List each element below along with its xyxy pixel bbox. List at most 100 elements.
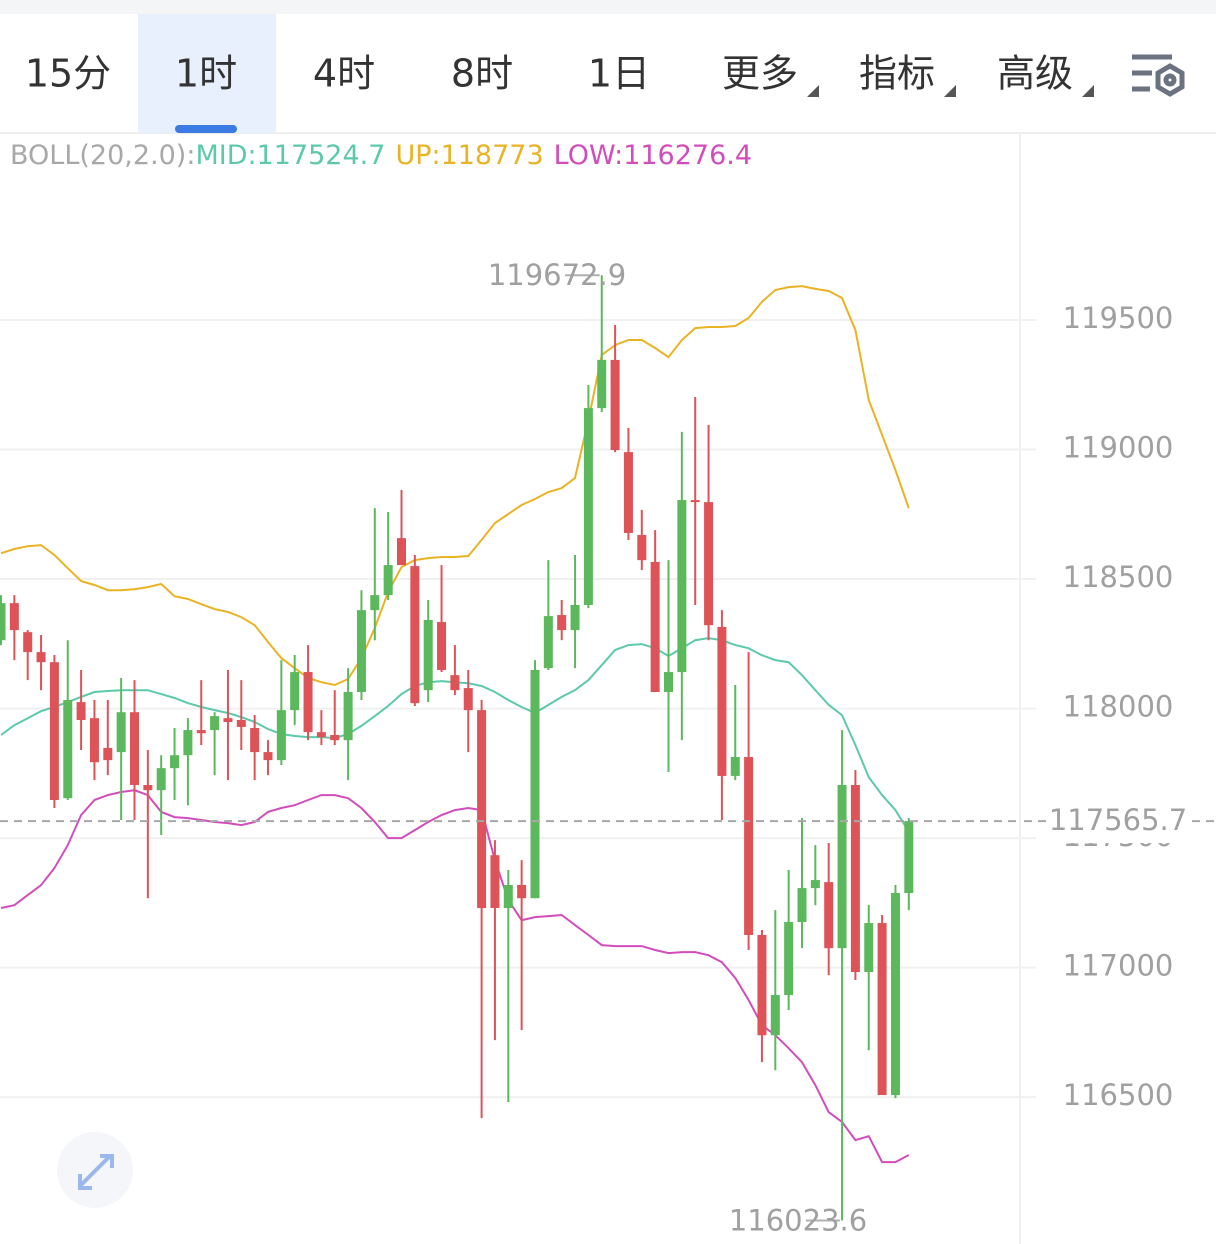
candle-body <box>904 821 914 894</box>
status-strip <box>0 0 1216 14</box>
y-tick-label: 118500 <box>1063 560 1174 594</box>
settings-icon[interactable] <box>1132 54 1185 97</box>
candle-body <box>864 923 874 973</box>
candle-body <box>757 934 767 1036</box>
legend-name: LOW: <box>554 140 624 171</box>
candle-body <box>824 882 834 949</box>
high-label: 119672.9 <box>488 258 626 292</box>
candle-body <box>650 561 660 692</box>
last-price-bg <box>1050 817 1190 844</box>
overlay: 117565.7 119672.9 116023.6 <box>0 258 1216 1238</box>
candle-body <box>423 619 433 691</box>
candle-body <box>623 452 633 533</box>
dropdown-caret <box>1082 85 1094 97</box>
candle-body <box>797 888 807 923</box>
candle-body <box>557 615 567 631</box>
tab[interactable]: 指标 <box>859 52 935 96</box>
candle-body <box>704 502 714 626</box>
candle-body <box>477 710 487 909</box>
y-tick-label: 117000 <box>1063 949 1174 983</box>
candle-body <box>316 732 326 738</box>
legend-value: 116276.4 <box>623 140 752 171</box>
candle-body <box>183 730 193 756</box>
legend-value: 117524.7 <box>257 140 386 171</box>
tab-bar: 15分 1时 4时 8时 1日 更多 指标 高级 <box>25 14 1094 133</box>
icon-hex <box>1155 63 1185 97</box>
candle-body <box>490 855 500 909</box>
legend: BOLL(20,2.0):MID:117524.7 UP:118773 LOW:11… <box>10 140 752 171</box>
candle-body <box>543 616 553 669</box>
candle-body <box>784 922 794 996</box>
candle-body <box>116 712 126 753</box>
legend-indicator: BOLL(20,2.0): <box>10 140 195 171</box>
boll-line <box>0 789 910 1164</box>
candle-body <box>677 500 687 673</box>
candle-body <box>343 691 353 741</box>
candle-body <box>250 728 260 753</box>
candle-body <box>597 359 607 409</box>
candle-body <box>130 712 139 785</box>
candle-body <box>717 626 727 776</box>
candle-body <box>730 757 740 776</box>
candle-body <box>330 734 340 741</box>
candle-body <box>890 893 900 1096</box>
candle-body <box>383 565 393 596</box>
candle-body <box>837 784 847 949</box>
candle-body <box>410 566 420 704</box>
candle-body <box>610 359 620 451</box>
candle-body <box>196 730 206 734</box>
candle-body <box>690 500 700 503</box>
tab[interactable]: 1日 <box>588 52 650 96</box>
candles <box>0 275 914 1221</box>
legend-name: UP: <box>395 140 440 171</box>
candle-body <box>276 710 286 761</box>
last-price-label: 117565.7 <box>1049 803 1187 837</box>
candle-body <box>303 672 313 733</box>
candle-body <box>463 688 473 711</box>
candle-body <box>23 632 33 653</box>
candle-body <box>89 718 99 763</box>
candle-body <box>103 747 113 761</box>
tab[interactable]: 高级 <box>997 52 1073 96</box>
y-tick-label: 118000 <box>1063 690 1174 724</box>
y-tick-label: 116500 <box>1063 1078 1174 1112</box>
candle-body <box>143 784 153 791</box>
candle-body <box>210 716 220 731</box>
active-tab-bg <box>138 14 276 133</box>
icon-dot <box>1163 73 1177 87</box>
candle-body <box>0 603 6 641</box>
candle-body <box>570 604 580 631</box>
candle-body <box>49 662 59 801</box>
tab[interactable]: 8时 <box>451 52 513 96</box>
candle-body <box>530 669 540 899</box>
candle-body <box>156 768 166 791</box>
candle-body <box>63 700 73 799</box>
tab[interactable]: 4时 <box>313 52 375 96</box>
candle-body <box>770 995 780 1036</box>
candle-body <box>36 652 46 663</box>
tab[interactable]: 15分 <box>25 52 111 96</box>
legend-name: MID: <box>195 140 256 171</box>
dropdown-caret <box>807 85 819 97</box>
candle-body <box>664 672 673 692</box>
legend-value: 118773 <box>441 140 544 171</box>
dropdown-caret <box>944 85 956 97</box>
candle-body <box>236 719 246 727</box>
tab[interactable]: 1时 <box>175 52 237 96</box>
candle-body <box>637 535 647 561</box>
expand-button[interactable] <box>57 1132 133 1208</box>
candle-body <box>877 923 887 1096</box>
candle-body <box>370 595 380 611</box>
y-tick-label: 119000 <box>1063 431 1174 465</box>
candle-body <box>397 538 406 566</box>
candle-body <box>223 718 233 723</box>
candle-body <box>583 408 593 605</box>
candle-body <box>9 603 19 631</box>
y-tick-label: 119500 <box>1063 301 1174 335</box>
candle-body <box>744 757 754 935</box>
candle-body <box>850 784 860 973</box>
expand-icon <box>78 1154 114 1190</box>
candle-body <box>263 752 273 761</box>
tab[interactable]: 更多 <box>722 52 798 96</box>
